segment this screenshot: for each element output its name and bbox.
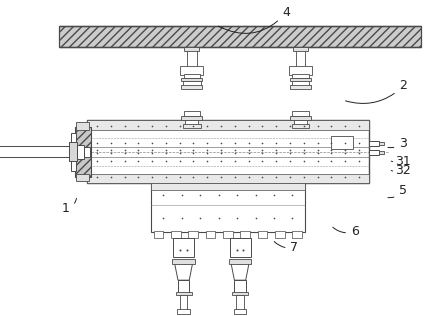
Bar — [172, 259, 195, 264]
Bar — [289, 66, 312, 75]
Bar — [180, 66, 203, 75]
Bar — [183, 74, 200, 78]
Bar — [292, 74, 309, 78]
Bar — [154, 231, 163, 239]
Bar — [292, 111, 309, 116]
Bar — [206, 231, 215, 239]
Bar — [379, 151, 384, 154]
Bar — [84, 147, 89, 157]
Bar — [76, 122, 89, 130]
Bar — [258, 231, 268, 239]
Bar — [0, 146, 71, 157]
Bar — [87, 174, 369, 183]
Bar — [290, 77, 311, 81]
Bar — [87, 120, 369, 183]
Bar — [181, 116, 202, 120]
Bar — [69, 142, 77, 161]
Text: 31: 31 — [391, 155, 411, 167]
Bar — [290, 116, 311, 120]
Bar — [241, 231, 250, 239]
Text: 32: 32 — [391, 164, 411, 177]
Bar — [292, 231, 302, 239]
Bar — [184, 47, 199, 51]
Bar — [232, 292, 248, 295]
Bar — [173, 238, 194, 257]
Bar — [183, 81, 201, 86]
Bar — [152, 183, 304, 190]
Text: 4: 4 — [218, 6, 290, 33]
Text: 2: 2 — [346, 79, 407, 103]
Bar — [75, 127, 91, 177]
Bar — [178, 280, 189, 293]
Bar — [275, 231, 285, 239]
Bar — [293, 47, 308, 51]
Text: 3: 3 — [388, 137, 407, 150]
Bar — [71, 133, 76, 171]
Bar — [181, 85, 202, 89]
Bar — [180, 295, 187, 310]
Bar — [183, 111, 200, 116]
Text: 1: 1 — [62, 198, 77, 215]
Bar — [233, 309, 246, 314]
Bar — [294, 120, 307, 125]
Bar — [175, 292, 192, 295]
Bar — [177, 309, 190, 314]
Bar — [77, 145, 84, 159]
Polygon shape — [175, 264, 192, 280]
Bar — [183, 124, 201, 128]
Bar — [185, 120, 198, 125]
Text: 5: 5 — [388, 185, 407, 198]
Bar — [290, 85, 311, 89]
Bar — [229, 259, 251, 264]
Bar — [237, 295, 244, 310]
Bar — [291, 81, 309, 86]
Bar — [58, 27, 421, 47]
Polygon shape — [231, 264, 249, 280]
Bar — [87, 120, 369, 130]
Bar — [76, 174, 89, 181]
Bar — [223, 231, 233, 239]
Bar — [291, 124, 309, 128]
Bar — [171, 231, 181, 239]
Bar — [234, 280, 246, 293]
Bar — [152, 183, 304, 232]
Bar — [369, 141, 379, 146]
Bar — [379, 142, 384, 145]
Bar — [369, 150, 379, 155]
Bar — [229, 238, 251, 257]
Text: 6: 6 — [333, 225, 359, 238]
Bar — [181, 77, 202, 81]
Bar — [331, 136, 353, 149]
Text: 7: 7 — [274, 241, 299, 254]
Bar — [188, 231, 198, 239]
